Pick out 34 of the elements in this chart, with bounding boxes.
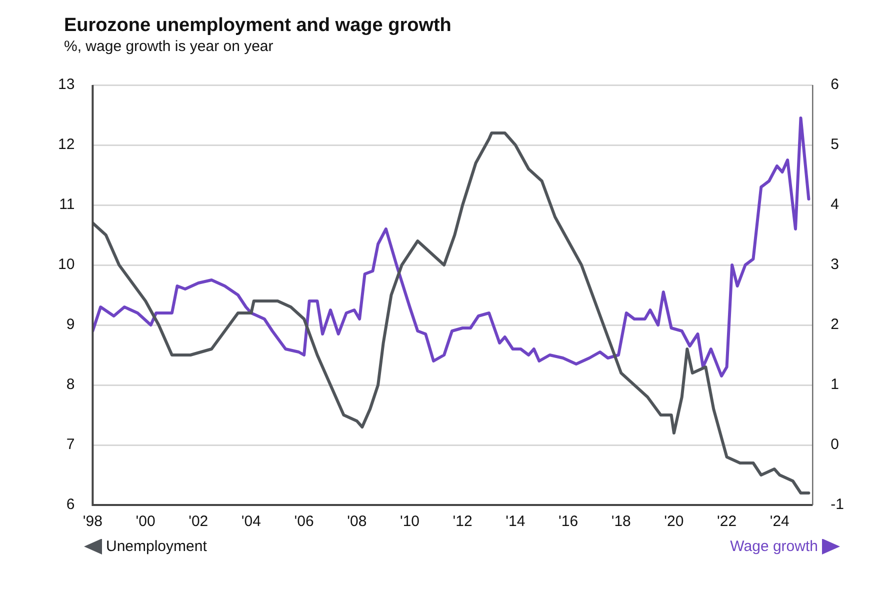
y2-tick-label: -1: [830, 496, 844, 514]
legend-label: Unemployment: [106, 538, 207, 555]
chart-title: Eurozone unemployment and wage growth: [64, 15, 452, 37]
x-tick-label: '18: [611, 513, 631, 530]
y2-tick-label: 4: [830, 196, 840, 214]
x-tick-label: '12: [452, 513, 472, 530]
y-tick-label: 13: [58, 76, 75, 94]
text: Wage growth: [730, 538, 818, 555]
y2-tick-label: 3: [830, 256, 840, 274]
y-tick-label: 7: [66, 436, 75, 454]
x-tick-label: '98: [82, 513, 102, 530]
y2-tick-label: 5: [830, 136, 840, 154]
x-tick-label: '20: [664, 513, 684, 530]
x-tick-label: '00: [136, 513, 156, 530]
y-tick-label: 12: [58, 136, 75, 154]
x-tick-label: '14: [506, 513, 526, 530]
x-tick-label: '02: [188, 513, 208, 530]
y-tick-label: 9: [66, 316, 75, 334]
y2-tick-label: 2: [830, 316, 840, 334]
y2-tick-label: 0: [830, 436, 840, 454]
y2-tick-label: 1: [830, 376, 840, 394]
y2-tick-label: 6: [830, 76, 840, 94]
y-tick-label: 10: [58, 256, 75, 274]
y-tick-label: 6: [66, 496, 75, 514]
y-tick-label: 8: [66, 376, 75, 394]
x-tick-label: '24: [770, 513, 790, 530]
x-tick-label: '22: [717, 513, 737, 530]
y-tick-label: 11: [59, 196, 75, 214]
chart-subtitle: %, wage growth is year on year: [64, 38, 274, 55]
x-tick-label: '08: [347, 513, 367, 530]
x-tick-label: '10: [400, 513, 420, 530]
x-tick-label: '16: [558, 513, 578, 530]
x-tick-label: '06: [294, 513, 314, 530]
x-tick-label: '04: [241, 513, 261, 530]
